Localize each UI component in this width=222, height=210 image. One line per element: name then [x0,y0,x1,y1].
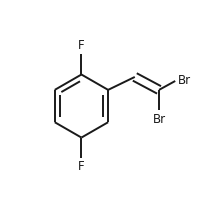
Text: F: F [78,39,85,52]
Text: Br: Br [178,74,191,87]
Text: Br: Br [153,113,166,126]
Text: F: F [78,160,85,173]
